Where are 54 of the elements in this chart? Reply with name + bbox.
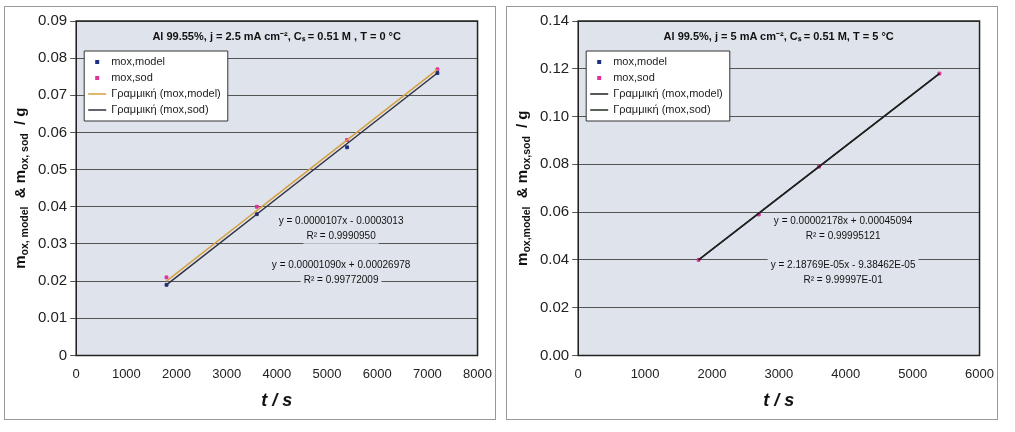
x-tick-label: 2000 [697,365,727,381]
y-tick-label: 0.02 [539,297,570,315]
x-tick-label: 1000 [111,365,141,381]
x-tick-label: 3000 [764,365,794,381]
y-tick-label: 0.09 [37,11,68,29]
x-tick-label: 8000 [463,365,492,381]
y-tick-label: 0.07 [37,85,68,103]
y-tick-label: 0.10 [539,106,570,124]
x-tick-label: 4000 [262,365,292,381]
x-tick-label: 1000 [630,365,660,381]
annotation: R² = 0.9990950 [306,230,377,242]
text: Al 99.55%, j = 2.5 mA cm⁻², Cₛ = 0.51 M , T = 0 °C [152,30,401,43]
x-tick-label: 5000 [898,365,928,381]
legend-label: mox,sod [613,71,655,84]
annotation: R² = 9.99997E-01 [803,274,884,286]
y-tick-label: 0.08 [539,154,570,172]
legend-label: Γραμμική (mox,sod) [613,103,711,116]
annotation: R² = 0.99772009 [303,274,379,286]
x-tick-label: 0 [574,365,582,381]
x-tick-label: 2000 [162,365,191,381]
x-tick-label: 4000 [831,365,861,381]
y-tick-label: 0.06 [539,202,570,220]
y-tick-label: 0.03 [37,234,68,252]
legend-label: mox,model [111,55,165,68]
annotation: y = 0.00001090x + 0.00026978 [271,259,411,271]
y-tick-label: 0.12 [539,58,570,76]
x-tick-label: 3000 [212,365,242,381]
x-tick-label: 7000 [412,365,442,381]
legend-label: Γραμμική (mox,model) [111,87,221,100]
annotation: R² = 0.99995121 [805,230,881,242]
text: Al 99.5%, j = 5 mA cm⁻², Cₛ = 0.51 M, T = 5 °C [663,30,894,43]
x-tick-label: 5000 [312,365,342,381]
y-tick-label: 0.08 [37,48,68,66]
y-tick-label: 0.05 [37,159,68,177]
x-tick-label: 0 [72,365,80,381]
y-tick-label: 0.01 [37,308,68,326]
x-tick-label: 6000 [965,365,994,381]
legend-label: Γραμμική (mox,sod) [111,103,209,116]
y-tick-label: 0.14 [539,11,570,29]
x-tick-label: 6000 [362,365,392,381]
y-tick-label: 0 [58,345,68,363]
legend-label: mox,model [613,55,667,68]
legend-label: mox,sod [111,71,153,84]
y-tick-label: 0.04 [539,250,570,267]
annotation: y = 2.18769E-05x - 9.38462E-05 [770,259,916,271]
y-tick-label: 0.00 [539,345,570,363]
annotation: y = 0.00002178x + 0.00045094 [773,215,913,227]
x-axis-title: t / s [763,389,795,410]
y-tick-label: 0.06 [37,122,68,140]
y-tick-label: 0.02 [37,271,68,289]
y-tick-label: 0.04 [37,196,68,214]
x-axis-title: t / s [261,389,293,410]
legend-label: Γραμμική (mox,model) [613,87,723,100]
annotation: y = 0.0000107x - 0.0003013 [278,215,404,227]
